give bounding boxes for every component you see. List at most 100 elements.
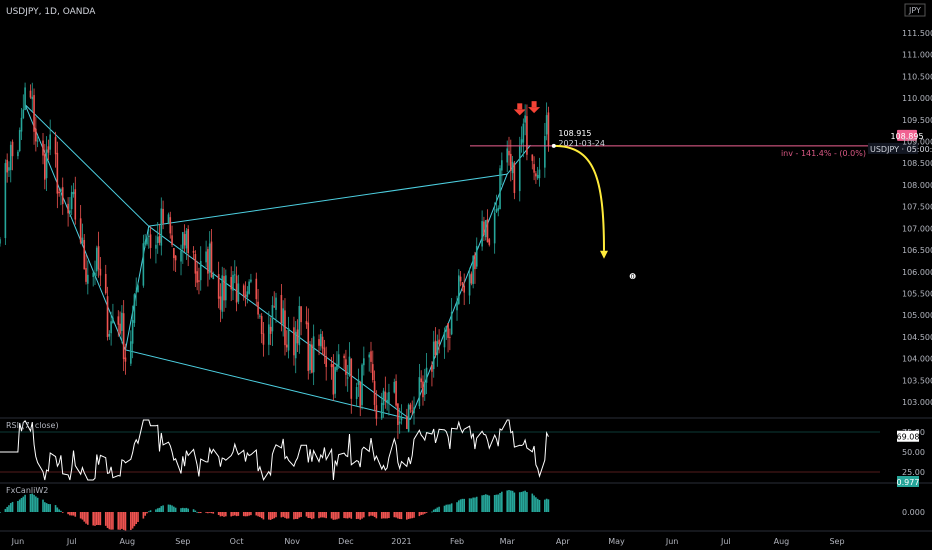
- candle-body: [87, 274, 89, 284]
- candle-body: [345, 359, 347, 375]
- candle-body: [280, 295, 283, 324]
- candle-body: [112, 317, 114, 323]
- osc-bar: [398, 512, 401, 519]
- candle-body: [526, 116, 528, 155]
- osc-bar: [33, 494, 35, 512]
- osc-bar: [497, 494, 500, 512]
- osc-bar: [336, 512, 338, 520]
- osc-bar: [248, 512, 250, 516]
- osc-bar: [312, 512, 315, 519]
- candle-body: [443, 331, 446, 348]
- candle-body: [395, 381, 397, 406]
- high-date-label: 2021-03-24: [558, 139, 605, 148]
- projection-arrowhead: [599, 250, 608, 259]
- osc-bar: [119, 512, 121, 530]
- osc-bar: [158, 507, 161, 512]
- osc-value-box: [897, 476, 919, 487]
- osc-bar: [259, 512, 261, 517]
- candle-body: [400, 417, 403, 421]
- candle-body: [370, 351, 372, 362]
- candle-body: [42, 140, 44, 156]
- candle-body: [533, 164, 535, 173]
- candle-body: [49, 134, 51, 150]
- candle-body: [45, 149, 48, 179]
- osc-bar: [461, 498, 464, 512]
- candle-body: [343, 355, 345, 359]
- candle-body: [359, 382, 362, 407]
- osc-bar: [198, 512, 200, 514]
- candle-body: [382, 390, 385, 406]
- candle-body: [307, 322, 310, 371]
- candle-body: [449, 336, 451, 338]
- osc-bar: [418, 512, 421, 517]
- candle-body: [44, 154, 46, 180]
- candle-body: [79, 218, 82, 243]
- osc-bar: [87, 512, 89, 525]
- candle-body: [325, 356, 327, 367]
- osc-bar: [110, 512, 112, 530]
- y-tick-label: 104.000: [902, 355, 932, 364]
- osc-bar: [409, 512, 412, 519]
- x-tick-label: Jun: [11, 537, 25, 546]
- osc-bar: [162, 505, 164, 512]
- down-arrow-icon: [513, 109, 526, 116]
- osc-bar: [373, 512, 376, 517]
- osc-bar: [104, 512, 107, 526]
- oscillator-title[interactable]: FxCanliW2: [6, 486, 48, 495]
- osc-bar: [156, 508, 159, 512]
- candle-body: [85, 268, 87, 282]
- rsi-line: [0, 419, 549, 482]
- osc-bar: [509, 490, 512, 512]
- y-tick-label: 105.500: [902, 289, 932, 298]
- osc-bar: [83, 512, 86, 522]
- osc-bar: [337, 512, 340, 519]
- candle-body: [58, 191, 60, 194]
- candle-body: [285, 344, 288, 348]
- candle-body: [536, 174, 539, 179]
- rsi-title[interactable]: RSI (7, close): [6, 421, 59, 430]
- y-tick-label: 109.500: [902, 116, 932, 125]
- candle-body: [484, 220, 487, 238]
- candle-body: [244, 294, 247, 297]
- candle-body: [373, 381, 376, 405]
- osc-bar: [133, 512, 136, 527]
- candle-body: [194, 254, 197, 274]
- osc-bar: [513, 492, 516, 512]
- marker-dot: [629, 273, 636, 280]
- osc-bar: [11, 501, 14, 512]
- x-tick-label: Nov: [284, 537, 300, 546]
- candle-body: [337, 354, 340, 366]
- candle-body: [237, 283, 240, 302]
- y-tick-label: 110.000: [902, 94, 932, 103]
- osc-bar: [268, 512, 270, 520]
- candle-body: [472, 255, 474, 285]
- candle-body: [431, 364, 433, 372]
- candle-body: [495, 209, 498, 213]
- osc-bar: [386, 512, 388, 519]
- osc-bar: [321, 512, 324, 518]
- osc-bar: [470, 498, 473, 512]
- candle-body: [282, 308, 284, 325]
- y-tick-label: 108.000: [902, 181, 932, 190]
- candle-body: [121, 312, 123, 331]
- candle-body: [108, 334, 111, 337]
- osc-bar: [131, 512, 134, 529]
- symbol-title[interactable]: USDJPY, 1D, OANDA: [6, 7, 96, 17]
- osc-bar: [219, 512, 222, 517]
- candle-body: [368, 354, 371, 358]
- candle-body: [538, 169, 541, 179]
- candle-body: [182, 232, 184, 249]
- candle-body: [348, 356, 351, 376]
- osc-bar: [196, 511, 198, 513]
- osc-bar: [370, 512, 372, 516]
- osc-bar: [217, 512, 220, 515]
- candle-body: [54, 137, 57, 155]
- candle-body: [363, 358, 365, 366]
- osc-bar: [199, 512, 202, 514]
- candle-body: [137, 285, 139, 293]
- candle-body: [183, 234, 186, 246]
- candle-body: [124, 357, 127, 362]
- candle-body: [450, 311, 453, 335]
- candle-body: [336, 363, 338, 371]
